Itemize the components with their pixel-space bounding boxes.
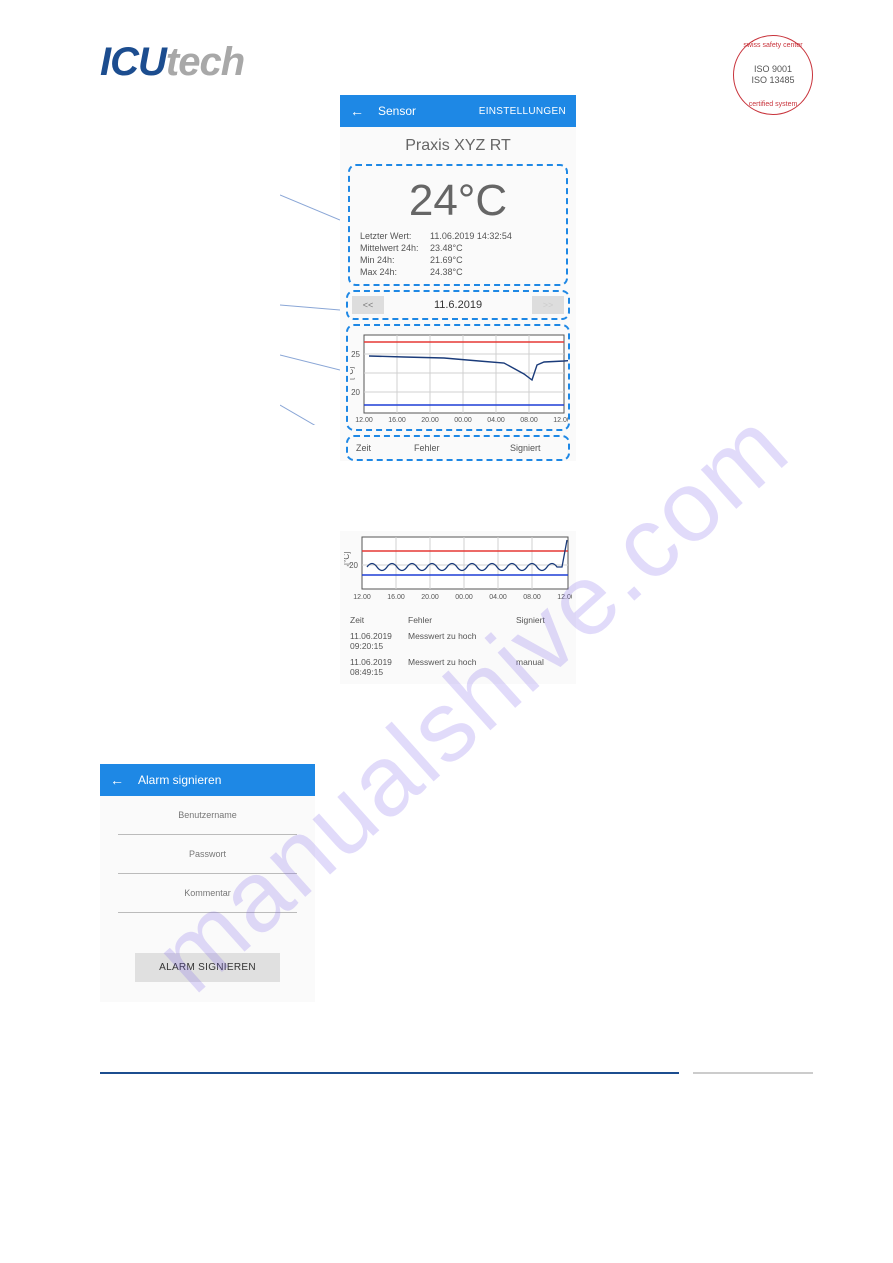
- app-header: ← Sensor EINSTELLUNGEN: [340, 95, 576, 127]
- svg-text:16.00: 16.00: [388, 417, 406, 424]
- stat-mean-24h: Mittelwert 24h: 23.48°C: [356, 242, 560, 254]
- log2-header-time: Zeit: [350, 615, 408, 625]
- stats-box: 24°C Letzter Wert: 11.06.2019 14:32:54 M…: [348, 164, 568, 286]
- stat-max-24h: Max 24h: 24.38°C: [356, 266, 560, 278]
- sign-alarm-button[interactable]: ALARM SIGNIEREN: [135, 953, 280, 982]
- log-header-row: Zeit Fehler Signiert: [348, 439, 568, 457]
- chart-svg: 25 20 12.00 16.00 20.00 00.00 04.00 08.0…: [350, 330, 568, 425]
- svg-text:[°C]: [°C]: [344, 552, 351, 565]
- prev-day-button[interactable]: <<: [352, 296, 384, 314]
- chart2-svg: -20 12.00 16.00 20.00 00.00 04.00 08.00 …: [344, 535, 572, 605]
- svg-text:04.00: 04.00: [489, 594, 507, 601]
- header-title: Sensor: [378, 104, 479, 118]
- log-header-error: Fehler: [414, 443, 510, 453]
- sensor-name: Praxis XYZ RT: [340, 127, 576, 160]
- logo: ICUtech: [100, 40, 813, 85]
- comment-label: Kommentar: [118, 888, 297, 898]
- logo-icu: ICU: [100, 40, 166, 85]
- password-field-group: Passwort: [100, 835, 315, 874]
- svg-text:00.00: 00.00: [454, 417, 472, 424]
- log2-header-error: Fehler: [408, 615, 516, 625]
- comment-input[interactable]: [118, 912, 297, 913]
- password-label: Passwort: [118, 849, 297, 859]
- svg-text:20.00: 20.00: [421, 417, 439, 424]
- temperature-chart: 25 20 12.00 16.00 20.00 00.00 04.00 08.0…: [350, 330, 566, 425]
- footer-bar-gray: [693, 1072, 813, 1074]
- log-header-time: Zeit: [356, 443, 414, 453]
- alarm-header-title: Alarm signieren: [138, 773, 305, 787]
- settings-button[interactable]: EINSTELLUNGEN: [479, 106, 566, 117]
- iso-arc-top: swiss safety center: [743, 42, 802, 49]
- alarm-app-header: ← Alarm signieren: [100, 764, 315, 796]
- log2-row-2[interactable]: 11.06.2019 08:49:15 Messwert zu hoch man…: [344, 654, 572, 680]
- alarm-sign-screenshot: ← Alarm signieren Benutzername Passwort …: [100, 764, 315, 1002]
- svg-text:12.00: 12.00: [355, 417, 373, 424]
- username-field-group: Benutzername: [100, 796, 315, 835]
- log2-row-1[interactable]: 11.06.2019 09:20:15 Messwert zu hoch: [344, 628, 572, 654]
- log2-header-signed: Signiert: [516, 615, 566, 625]
- next-day-button[interactable]: >>: [532, 296, 564, 314]
- svg-text:12.00: 12.00: [353, 594, 371, 601]
- iso-line2: ISO 13485: [751, 75, 794, 86]
- stat-min-24h: Min 24h: 21.69°C: [356, 254, 560, 266]
- current-date: 11.6.2019: [384, 299, 532, 311]
- iso-line1: ISO 9001: [754, 64, 792, 75]
- iso-arc-bot: certified system: [749, 101, 798, 108]
- comment-field-group: Kommentar: [100, 874, 315, 913]
- alarm-back-button[interactable]: ←: [110, 772, 124, 788]
- svg-text:[°C]: [°C]: [350, 367, 355, 380]
- back-button[interactable]: ←: [350, 103, 364, 119]
- date-navigation: << 11.6.2019 >>: [352, 296, 564, 314]
- sensor-app-screenshot: ← Sensor EINSTELLUNGEN Praxis XYZ RT 24°…: [340, 95, 576, 461]
- username-label: Benutzername: [118, 810, 297, 820]
- svg-text:04.00: 04.00: [487, 417, 505, 424]
- current-temperature: 24°C: [356, 172, 560, 230]
- iso-badge: swiss safety center ISO 9001 ISO 13485 c…: [733, 35, 813, 115]
- stat-last-value: Letzter Wert: 11.06.2019 14:32:54: [356, 230, 560, 242]
- svg-text:08.00: 08.00: [520, 417, 538, 424]
- svg-text:12.00: 12.00: [557, 594, 572, 601]
- svg-text:00.00: 00.00: [455, 594, 473, 601]
- alarm-log-screenshot: -20 12.00 16.00 20.00 00.00 04.00 08.00 …: [340, 531, 576, 684]
- svg-text:12.00: 12.00: [553, 417, 568, 424]
- footer-divider: [100, 1072, 813, 1074]
- log-header-signed: Signiert: [510, 443, 560, 453]
- svg-text:20.00: 20.00: [421, 594, 439, 601]
- svg-text:25: 25: [351, 350, 360, 359]
- logo-tech: tech: [166, 40, 244, 85]
- footer-bar-blue: [100, 1072, 679, 1074]
- svg-text:16.00: 16.00: [387, 594, 405, 601]
- svg-text:20: 20: [351, 388, 360, 397]
- log2-header-row: Zeit Fehler Signiert: [344, 605, 572, 628]
- svg-text:08.00: 08.00: [523, 594, 541, 601]
